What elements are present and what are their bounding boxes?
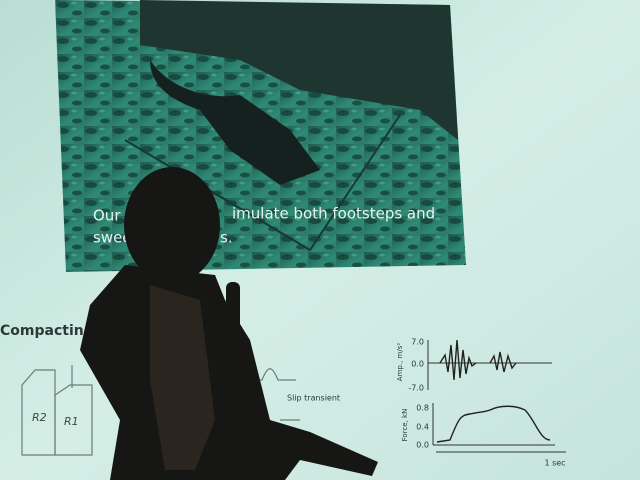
time-label: 1 sec — [544, 459, 565, 468]
diagram-title: Compacting: — [0, 323, 99, 339]
box-label: R1 — [64, 415, 79, 428]
curve — [245, 368, 296, 381]
axis-label: Force, kN — [401, 409, 409, 442]
force-plot: Force, kN 0.8 0.4 0.0 1 sec — [401, 403, 566, 468]
caption-text: imulate both footsteps and — [232, 205, 435, 223]
head — [124, 167, 220, 283]
amplitude-plot: Amp., m/s² 7.0 0.0 -7.0 — [396, 338, 552, 393]
caption-text: Our — [93, 207, 121, 225]
box-label: R2 — [32, 411, 47, 424]
axis-label: Amp., m/s² — [396, 343, 404, 382]
waveform — [439, 339, 517, 381]
tick-label: -7.0 — [408, 384, 424, 393]
compacting-diagram: Compacting: R2 R1 Slip transient — [0, 323, 340, 456]
tick-label: 7.0 — [411, 338, 424, 347]
slide-image: Our imulate both footsteps and swee s. — [55, 0, 466, 272]
foot — [150, 60, 320, 185]
shadow — [140, 0, 458, 140]
tick-label: 0.8 — [416, 404, 429, 413]
tick-label: 0.4 — [416, 423, 429, 432]
tick-label: 0.0 — [411, 360, 424, 369]
microphone — [226, 282, 240, 330]
caption-text: s. — [220, 229, 233, 247]
annotation: Slip transient — [287, 394, 340, 403]
tick-label: 0.0 — [416, 441, 429, 450]
caption-text: swee — [93, 229, 132, 247]
force-curve — [436, 405, 551, 443]
box — [54, 384, 93, 456]
shirt — [150, 285, 215, 470]
